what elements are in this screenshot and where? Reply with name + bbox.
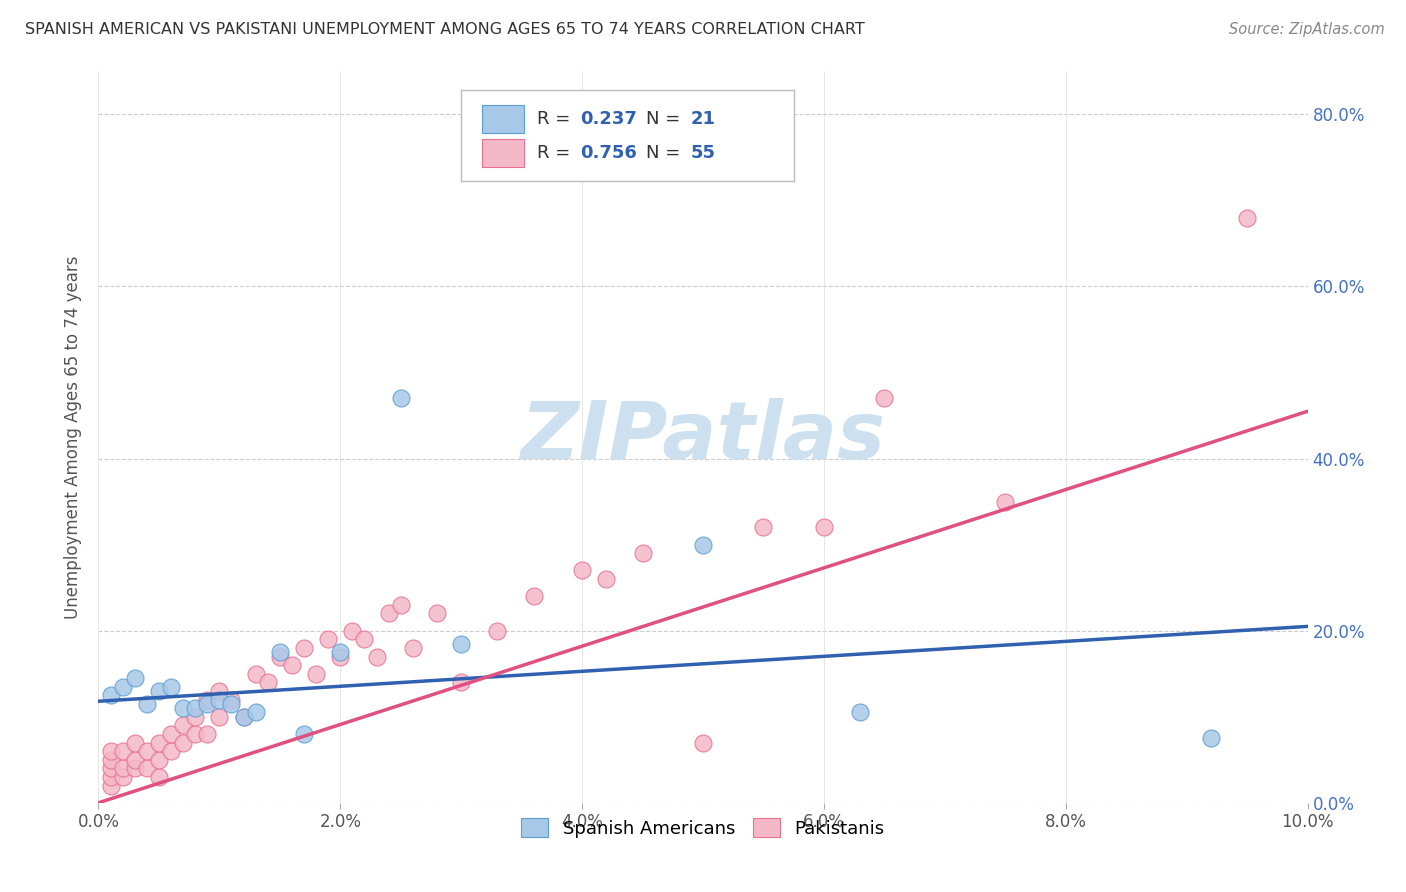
Point [245,706,267,720]
Point [160,744,183,758]
Text: 0.237: 0.237 [579,110,637,128]
Point [269,649,291,664]
Text: 21: 21 [690,110,716,128]
Text: N =: N = [647,145,686,162]
Point [523,589,546,603]
Point [148,753,170,767]
Point [124,753,146,767]
Point [160,727,183,741]
FancyBboxPatch shape [482,105,524,133]
Point [195,692,218,706]
Point [208,684,231,698]
Point [426,607,449,621]
Point [100,688,122,702]
Point [172,701,194,715]
Point [172,718,194,732]
Text: 55: 55 [690,145,716,162]
Point [245,666,267,681]
Point [692,735,714,749]
Point [1199,731,1222,746]
Point [595,572,617,586]
Point [813,520,835,534]
Point [135,761,157,775]
Point [208,710,231,724]
Point [281,658,304,673]
Point [124,761,146,775]
Point [269,645,291,659]
FancyBboxPatch shape [461,90,793,181]
Point [377,607,399,621]
Point [232,710,254,724]
Point [148,735,170,749]
Text: ZIPatlas: ZIPatlas [520,398,886,476]
Text: SPANISH AMERICAN VS PAKISTANI UNEMPLOYMENT AMONG AGES 65 TO 74 YEARS CORRELATION: SPANISH AMERICAN VS PAKISTANI UNEMPLOYME… [25,22,865,37]
Point [124,735,146,749]
Point [450,637,472,651]
Point [148,770,170,784]
Point [184,727,207,741]
Point [342,624,364,638]
Point [994,494,1017,508]
Point [111,744,134,758]
Text: R =: R = [537,110,576,128]
Point [450,675,472,690]
Point [232,710,254,724]
Point [292,640,315,655]
FancyBboxPatch shape [482,139,524,167]
Point [160,680,183,694]
Point [111,761,134,775]
Point [221,697,243,711]
Point [172,735,194,749]
Point [752,520,775,534]
Point [316,632,339,647]
Point [195,697,218,711]
Legend: Spanish Americans, Pakistanis: Spanish Americans, Pakistanis [515,811,891,845]
Point [135,697,157,711]
Text: N =: N = [647,110,686,128]
Point [195,727,218,741]
Point [571,564,593,578]
Text: R =: R = [537,145,576,162]
Point [692,538,714,552]
Point [111,770,134,784]
Point [100,779,122,793]
Point [100,761,122,775]
Point [389,598,412,612]
Point [111,680,134,694]
Point [329,645,352,659]
Point [402,640,425,655]
Point [329,649,352,664]
Point [305,666,328,681]
Point [353,632,375,647]
Point [849,706,872,720]
Point [631,546,654,560]
Point [366,649,388,664]
Point [256,675,278,690]
Point [389,392,412,406]
Point [1236,211,1258,225]
Point [148,684,170,698]
Point [124,671,146,685]
Text: Source: ZipAtlas.com: Source: ZipAtlas.com [1229,22,1385,37]
Point [292,727,315,741]
Point [184,701,207,715]
Point [100,753,122,767]
Text: 0.756: 0.756 [579,145,637,162]
Point [873,392,896,406]
Point [135,744,157,758]
Point [221,692,243,706]
Point [486,624,509,638]
Point [100,744,122,758]
Point [100,770,122,784]
Y-axis label: Unemployment Among Ages 65 to 74 years: Unemployment Among Ages 65 to 74 years [65,255,83,619]
Point [184,710,207,724]
Point [208,692,231,706]
